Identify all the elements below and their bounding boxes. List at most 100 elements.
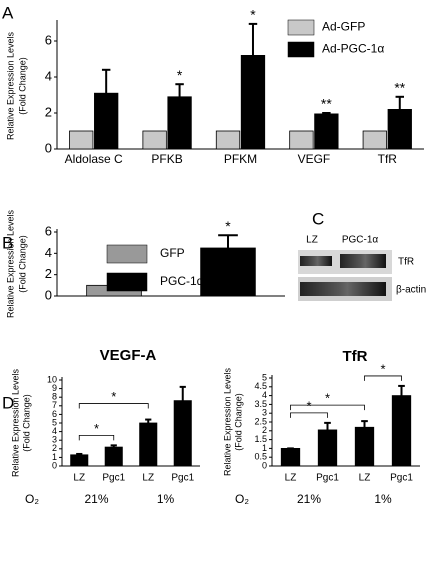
- y-axis-label: Relative Expression Levels: [222, 367, 232, 476]
- bar: [391, 395, 412, 467]
- legend-label: GFP: [160, 246, 185, 260]
- y-tick-label: 7: [52, 400, 57, 410]
- x-tick-label: Pgc1: [390, 473, 413, 484]
- x-tick-label: VEGF: [298, 152, 331, 166]
- legend-swatch: [106, 272, 148, 292]
- blot-band: [340, 254, 386, 268]
- group-label: 1%: [157, 492, 175, 506]
- x-tick-label: Pgc1: [316, 473, 339, 484]
- bar: [200, 247, 256, 297]
- legend-swatch: [106, 244, 148, 264]
- panel-label: C: [312, 209, 324, 228]
- comparison-bracket: [364, 375, 402, 381]
- y-tick-label: 2: [45, 104, 52, 119]
- y-tick-label: 2.5: [254, 416, 267, 426]
- y-tick-label: 1: [52, 452, 57, 462]
- x-tick-label: PFKB: [151, 152, 182, 166]
- comparison-bracket: [290, 404, 365, 411]
- significance-label: **: [394, 80, 405, 96]
- y-tick-label: 0: [52, 460, 57, 470]
- blot-panel: C LZ PGC-1α TfR β-actin: [298, 209, 426, 301]
- comparison-bracket: [78, 434, 115, 441]
- significance-label: *: [177, 67, 183, 83]
- comparison-label: *: [111, 389, 116, 404]
- bar: [215, 130, 241, 150]
- y-tick-label: 4: [262, 390, 267, 400]
- x-tick-label: Pgc1: [171, 473, 194, 484]
- x-tick-label: LZ: [73, 473, 85, 484]
- bar: [280, 447, 301, 467]
- y-tick-label: 0: [45, 140, 52, 155]
- bar: [104, 446, 123, 467]
- bar: [317, 429, 338, 467]
- comparison-bracket: [78, 403, 149, 409]
- bar: [362, 130, 387, 150]
- y-tick-label: 5: [52, 417, 57, 427]
- band-label: TfR: [398, 257, 414, 268]
- x-tick-label: PFKM: [224, 152, 257, 166]
- significance-label: **: [321, 96, 332, 112]
- bar: [70, 454, 89, 467]
- y-tick-label: 4: [45, 245, 52, 260]
- bar: [69, 130, 94, 150]
- band-label: β-actin: [396, 285, 426, 296]
- group-axis-label: O₂: [235, 492, 249, 506]
- bar: [289, 130, 314, 150]
- panel-label: B: [2, 233, 13, 252]
- y-tick-label: 4: [45, 68, 52, 83]
- y-tick-label: 2: [52, 443, 57, 453]
- y-tick-label: 6: [45, 32, 52, 47]
- y-tick-label: 5: [262, 372, 267, 382]
- x-tick-label: LZ: [285, 473, 297, 484]
- y-tick-label: 4: [52, 426, 57, 436]
- comparison-label: *: [94, 421, 99, 436]
- x-tick-label: Pgc1: [102, 473, 125, 484]
- bar: [387, 109, 412, 150]
- blot-band: [300, 256, 332, 266]
- y-axis-label: Relative Expression Levels: [10, 368, 20, 477]
- y-tick-label: 10: [47, 374, 57, 384]
- y-tick-label: 9: [52, 383, 57, 393]
- y-tick-label: 1.5: [254, 434, 267, 444]
- chart-title: TfR: [343, 348, 368, 365]
- chart-title: VEGF-A: [100, 347, 157, 364]
- y-tick-label: 0: [45, 287, 52, 302]
- group-label: 1%: [374, 492, 392, 506]
- y-axis-label: Relative Expression Levels: [5, 209, 15, 318]
- bar: [240, 55, 266, 150]
- significance-label: *: [225, 218, 231, 234]
- y-tick-label: 3.5: [254, 399, 267, 409]
- blot-band: [300, 282, 386, 296]
- bar: [94, 92, 119, 150]
- bar: [354, 426, 375, 467]
- bar: [167, 96, 192, 150]
- bar: [314, 113, 339, 150]
- y-tick-label: 0.5: [254, 452, 267, 462]
- legend-label: Ad-PGC-1α: [322, 42, 384, 56]
- y-axis-label: (Fold Change): [17, 235, 27, 293]
- legend-label: Ad-GFP: [322, 20, 365, 34]
- y-tick-label: 8: [52, 392, 57, 402]
- group-label: 21%: [84, 492, 108, 506]
- y-axis-label: Relative Expression Levels: [5, 31, 15, 140]
- comparison-label: *: [380, 361, 385, 376]
- panel-label: D: [2, 393, 14, 412]
- comparison-label: *: [306, 398, 311, 413]
- y-axis-label: (Fold Change): [233, 393, 243, 451]
- comparison-label: *: [325, 391, 330, 406]
- legend-label: PGC-1α: [160, 274, 204, 288]
- legend-swatch: [287, 19, 315, 36]
- significance-label: *: [250, 7, 256, 23]
- y-tick-label: 2: [262, 425, 267, 435]
- x-tick-label: Aldolase C: [65, 152, 123, 166]
- bar: [139, 422, 158, 467]
- lane-label: LZ: [306, 235, 318, 246]
- y-axis-label: (Fold Change): [21, 394, 31, 452]
- comparison-bracket: [290, 412, 328, 418]
- legend-swatch: [287, 41, 315, 58]
- group-axis-label: O₂: [25, 492, 39, 506]
- y-tick-label: 1: [262, 443, 267, 453]
- y-tick-label: 2: [45, 266, 52, 281]
- y-axis-label: (Fold Change): [17, 57, 27, 115]
